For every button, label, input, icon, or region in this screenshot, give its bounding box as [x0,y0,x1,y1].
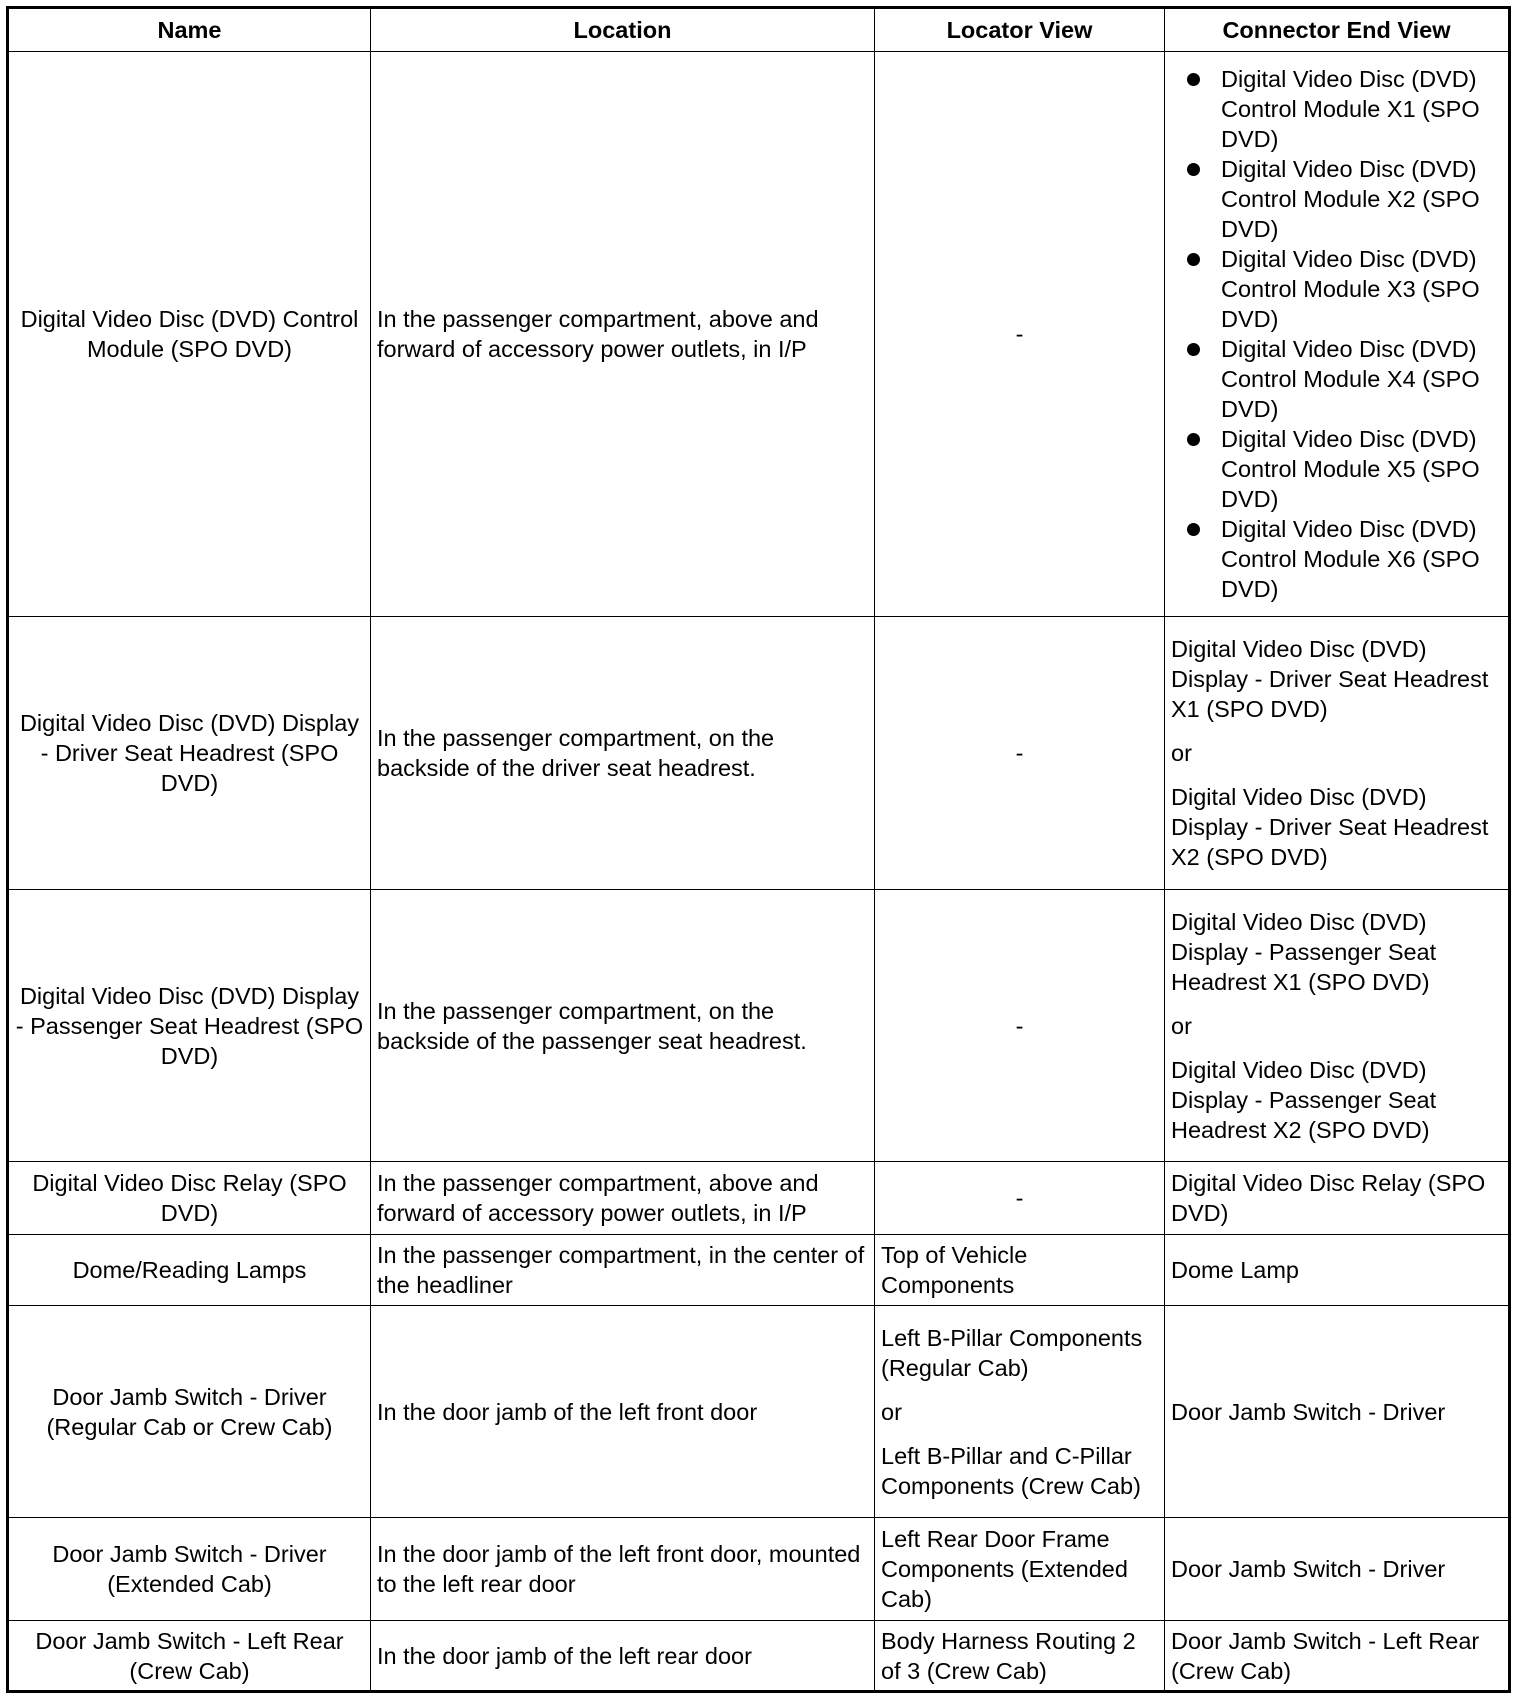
location-cell: In the passenger compartment, in the cen… [370,1234,875,1306]
header-location: Location [370,7,875,52]
header-locator-view: Locator View [874,7,1165,52]
connector-list-item: Digital Video Disc (DVD) Control Module … [1187,64,1502,154]
or-text: or [1171,740,1192,766]
connector-cell: Digital Video Disc Relay (SPO DVD) [1164,1161,1510,1235]
connector-option: Digital Video Disc (DVD) Display - Passe… [1171,1056,1437,1143]
connector-list-item: Digital Video Disc (DVD) Control Module … [1187,244,1502,334]
locator-cell: Left Rear Door Frame Components (Extende… [874,1517,1165,1621]
name-cell: Door Jamb Switch - Driver (Extended Cab) [7,1517,371,1621]
connector-cell: Digital Video Disc (DVD) Control Module … [1164,51,1510,617]
header-connector-end-view: Connector End View [1164,7,1510,52]
connector-list: Digital Video Disc (DVD) Control Module … [1171,64,1502,604]
connector-cell: Digital Video Disc (DVD) Display - Passe… [1164,889,1510,1162]
location-cell: In the door jamb of the left front door,… [370,1517,875,1621]
name-cell: Door Jamb Switch - Left Rear (Crew Cab) [7,1620,371,1692]
location-cell: In the passenger compartment, on the bac… [370,616,875,890]
connector-option: Digital Video Disc (DVD) Display - Drive… [1171,784,1489,870]
connector-cell: Dome Lamp [1164,1234,1510,1306]
table-row: Digital Video Disc Relay (SPO DVD) In th… [7,1161,1510,1235]
table-row: Dome/Reading Lamps In the passenger comp… [7,1234,1510,1306]
connector-cell: Door Jamb Switch - Left Rear (Crew Cab) [1164,1620,1510,1692]
header-row: Name Location Locator View Connector End… [7,7,1510,52]
table-row: Digital Video Disc (DVD) Display - Drive… [7,616,1510,890]
name-cell: Digital Video Disc (DVD) Control Module … [7,51,371,617]
name-cell: Door Jamb Switch - Driver (Regular Cab o… [7,1305,371,1518]
table-row: Digital Video Disc (DVD) Control Module … [7,51,1510,617]
locator-cell: Body Harness Routing 2 of 3 (Crew Cab) [874,1620,1165,1692]
locator-option: Left B-Pillar and C-Pillar Components (C… [881,1442,1141,1499]
connector-list-item: Digital Video Disc (DVD) Control Module … [1187,334,1502,424]
location-cell: In the passenger compartment, above and … [370,51,875,617]
locator-cell: Top of Vehicle Components [874,1234,1165,1306]
location-cell: In the passenger compartment, above and … [370,1161,875,1235]
connector-cell: Door Jamb Switch - Driver [1164,1517,1510,1621]
connector-cell: Door Jamb Switch - Driver [1164,1305,1510,1518]
location-cell: In the door jamb of the left front door [370,1305,875,1518]
connector-option: Digital Video Disc (DVD) Display - Drive… [1171,636,1489,722]
connector-list-item: Digital Video Disc (DVD) Control Module … [1187,424,1502,514]
locator-cell: Left B-Pillar Components (Regular Cab) o… [874,1305,1165,1518]
table-row: Door Jamb Switch - Left Rear (Crew Cab) … [7,1620,1510,1692]
locator-cell: - [874,51,1165,617]
or-text: or [881,1398,902,1425]
location-cell: In the passenger compartment, on the bac… [370,889,875,1162]
locator-cell: - [874,616,1165,890]
location-cell: In the door jamb of the left rear door [370,1620,875,1692]
or-text: or [1171,1012,1192,1039]
name-cell: Digital Video Disc (DVD) Display - Drive… [7,616,371,890]
name-cell: Dome/Reading Lamps [7,1234,371,1306]
connector-cell: Digital Video Disc (DVD) Display - Drive… [1164,616,1510,890]
name-cell: Digital Video Disc Relay (SPO DVD) [7,1161,371,1235]
locator-cell: - [874,889,1165,1162]
header-name: Name [7,7,371,52]
component-locator-table: Name Location Locator View Connector End… [6,6,1511,1693]
table-row: Door Jamb Switch - Driver (Extended Cab)… [7,1517,1510,1621]
connector-option: Digital Video Disc (DVD) Display - Passe… [1171,908,1437,995]
locator-cell: - [874,1161,1165,1235]
table-row: Digital Video Disc (DVD) Display - Passe… [7,889,1510,1162]
connector-list-item: Digital Video Disc (DVD) Control Module … [1187,514,1502,604]
table-row: Door Jamb Switch - Driver (Regular Cab o… [7,1305,1510,1518]
locator-option: Left B-Pillar Components (Regular Cab) [881,1324,1143,1381]
connector-list-item: Digital Video Disc (DVD) Control Module … [1187,154,1502,244]
name-cell: Digital Video Disc (DVD) Display - Passe… [7,889,371,1162]
